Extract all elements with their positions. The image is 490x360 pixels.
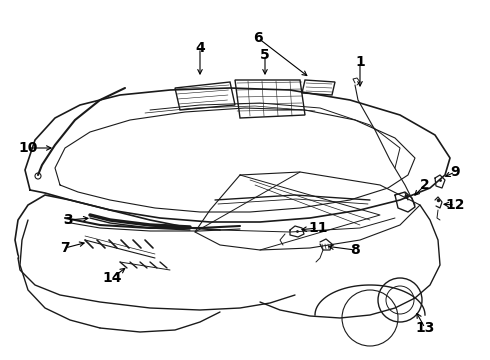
Text: 7: 7	[60, 241, 70, 255]
Text: 11: 11	[308, 221, 328, 235]
Text: 1: 1	[355, 55, 365, 69]
Text: 8: 8	[350, 243, 360, 257]
Text: 3: 3	[63, 213, 73, 227]
Text: 2: 2	[420, 178, 430, 192]
Text: 12: 12	[445, 198, 465, 212]
Text: 13: 13	[416, 321, 435, 335]
Text: 14: 14	[102, 271, 122, 285]
Text: 10: 10	[18, 141, 38, 155]
Text: 4: 4	[195, 41, 205, 55]
Text: 6: 6	[253, 31, 263, 45]
Text: 5: 5	[260, 48, 270, 62]
Text: 9: 9	[450, 165, 460, 179]
